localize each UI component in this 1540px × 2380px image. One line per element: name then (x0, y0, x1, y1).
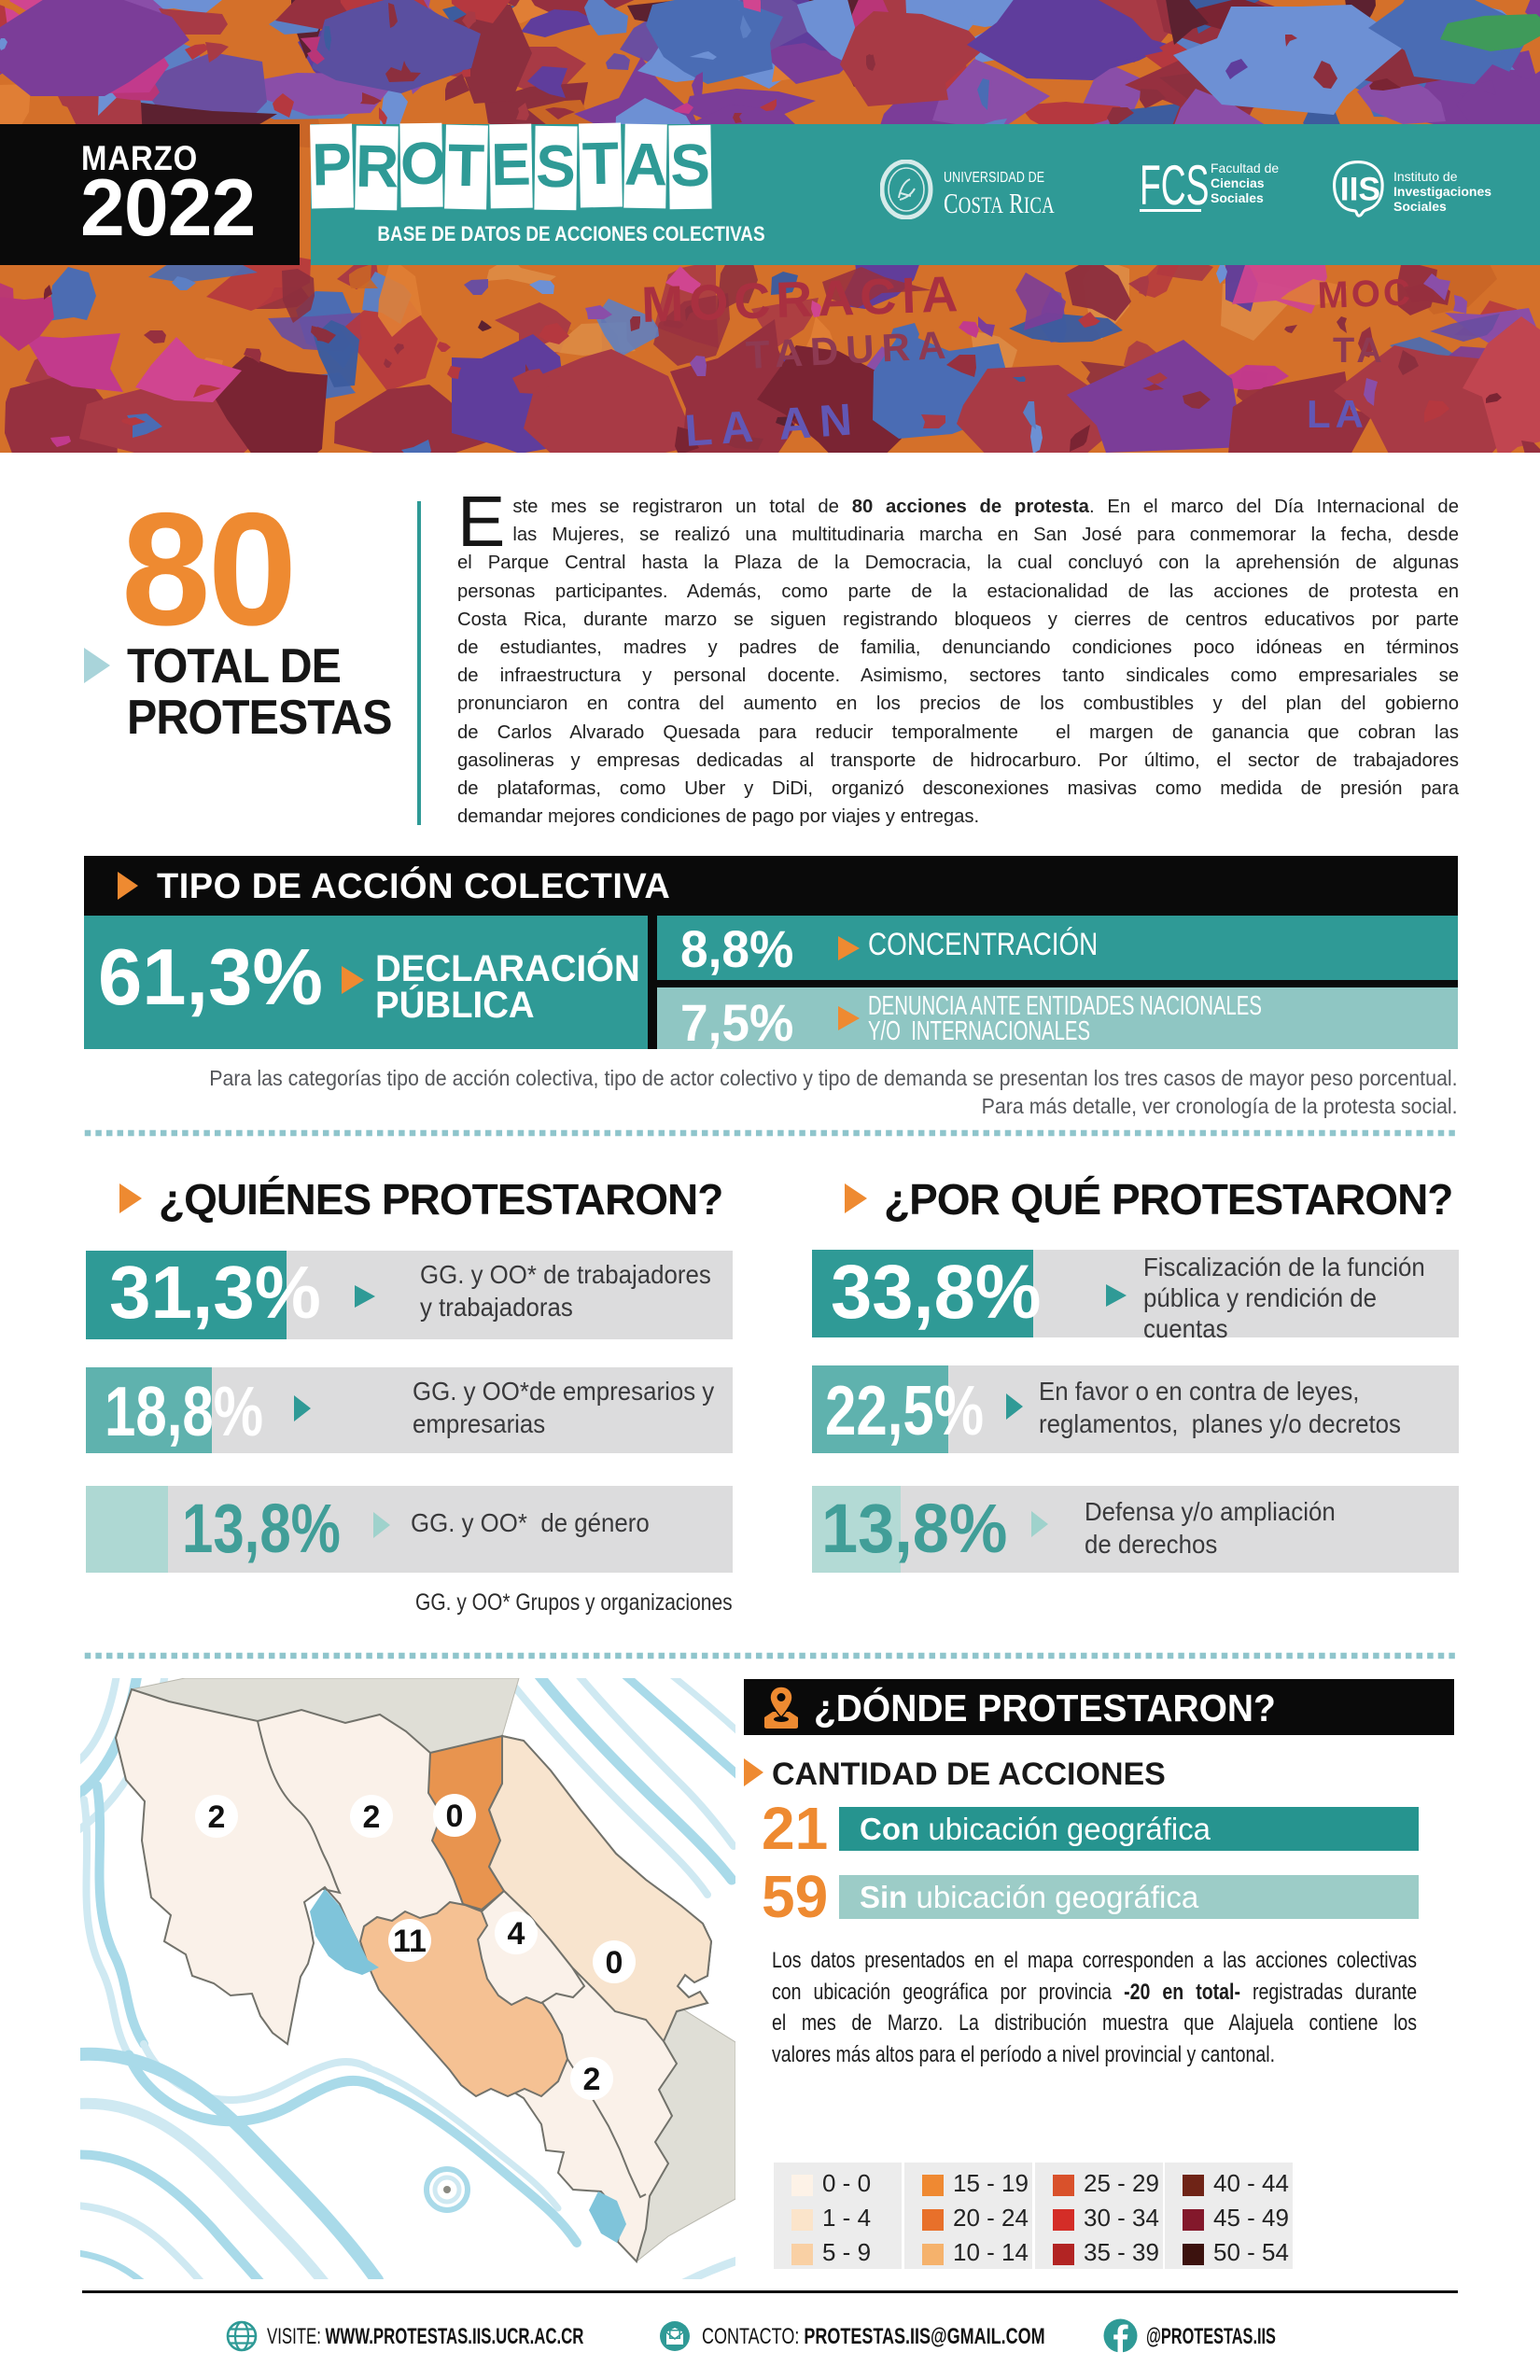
svg-text:IIS: IIS (1340, 171, 1380, 207)
svg-text:MOC: MOC (1317, 272, 1414, 316)
svg-text:0: 0 (446, 1799, 464, 1834)
svg-text:4: 4 (508, 1916, 525, 1952)
svg-text:LA: LA (1307, 392, 1368, 436)
svg-text:0: 0 (606, 1945, 623, 1981)
svg-text:11: 11 (393, 1924, 427, 1959)
svg-text:2: 2 (363, 1799, 381, 1835)
svg-text:TADURA: TADURA (745, 322, 954, 377)
svg-text:MOCRACIA: MOCRACIA (640, 266, 964, 333)
svg-text:2: 2 (208, 1799, 226, 1835)
svg-text:2: 2 (583, 2062, 601, 2097)
svg-text:TA: TA (1333, 331, 1387, 371)
svg-text:LA AN: LA AN (683, 395, 861, 453)
